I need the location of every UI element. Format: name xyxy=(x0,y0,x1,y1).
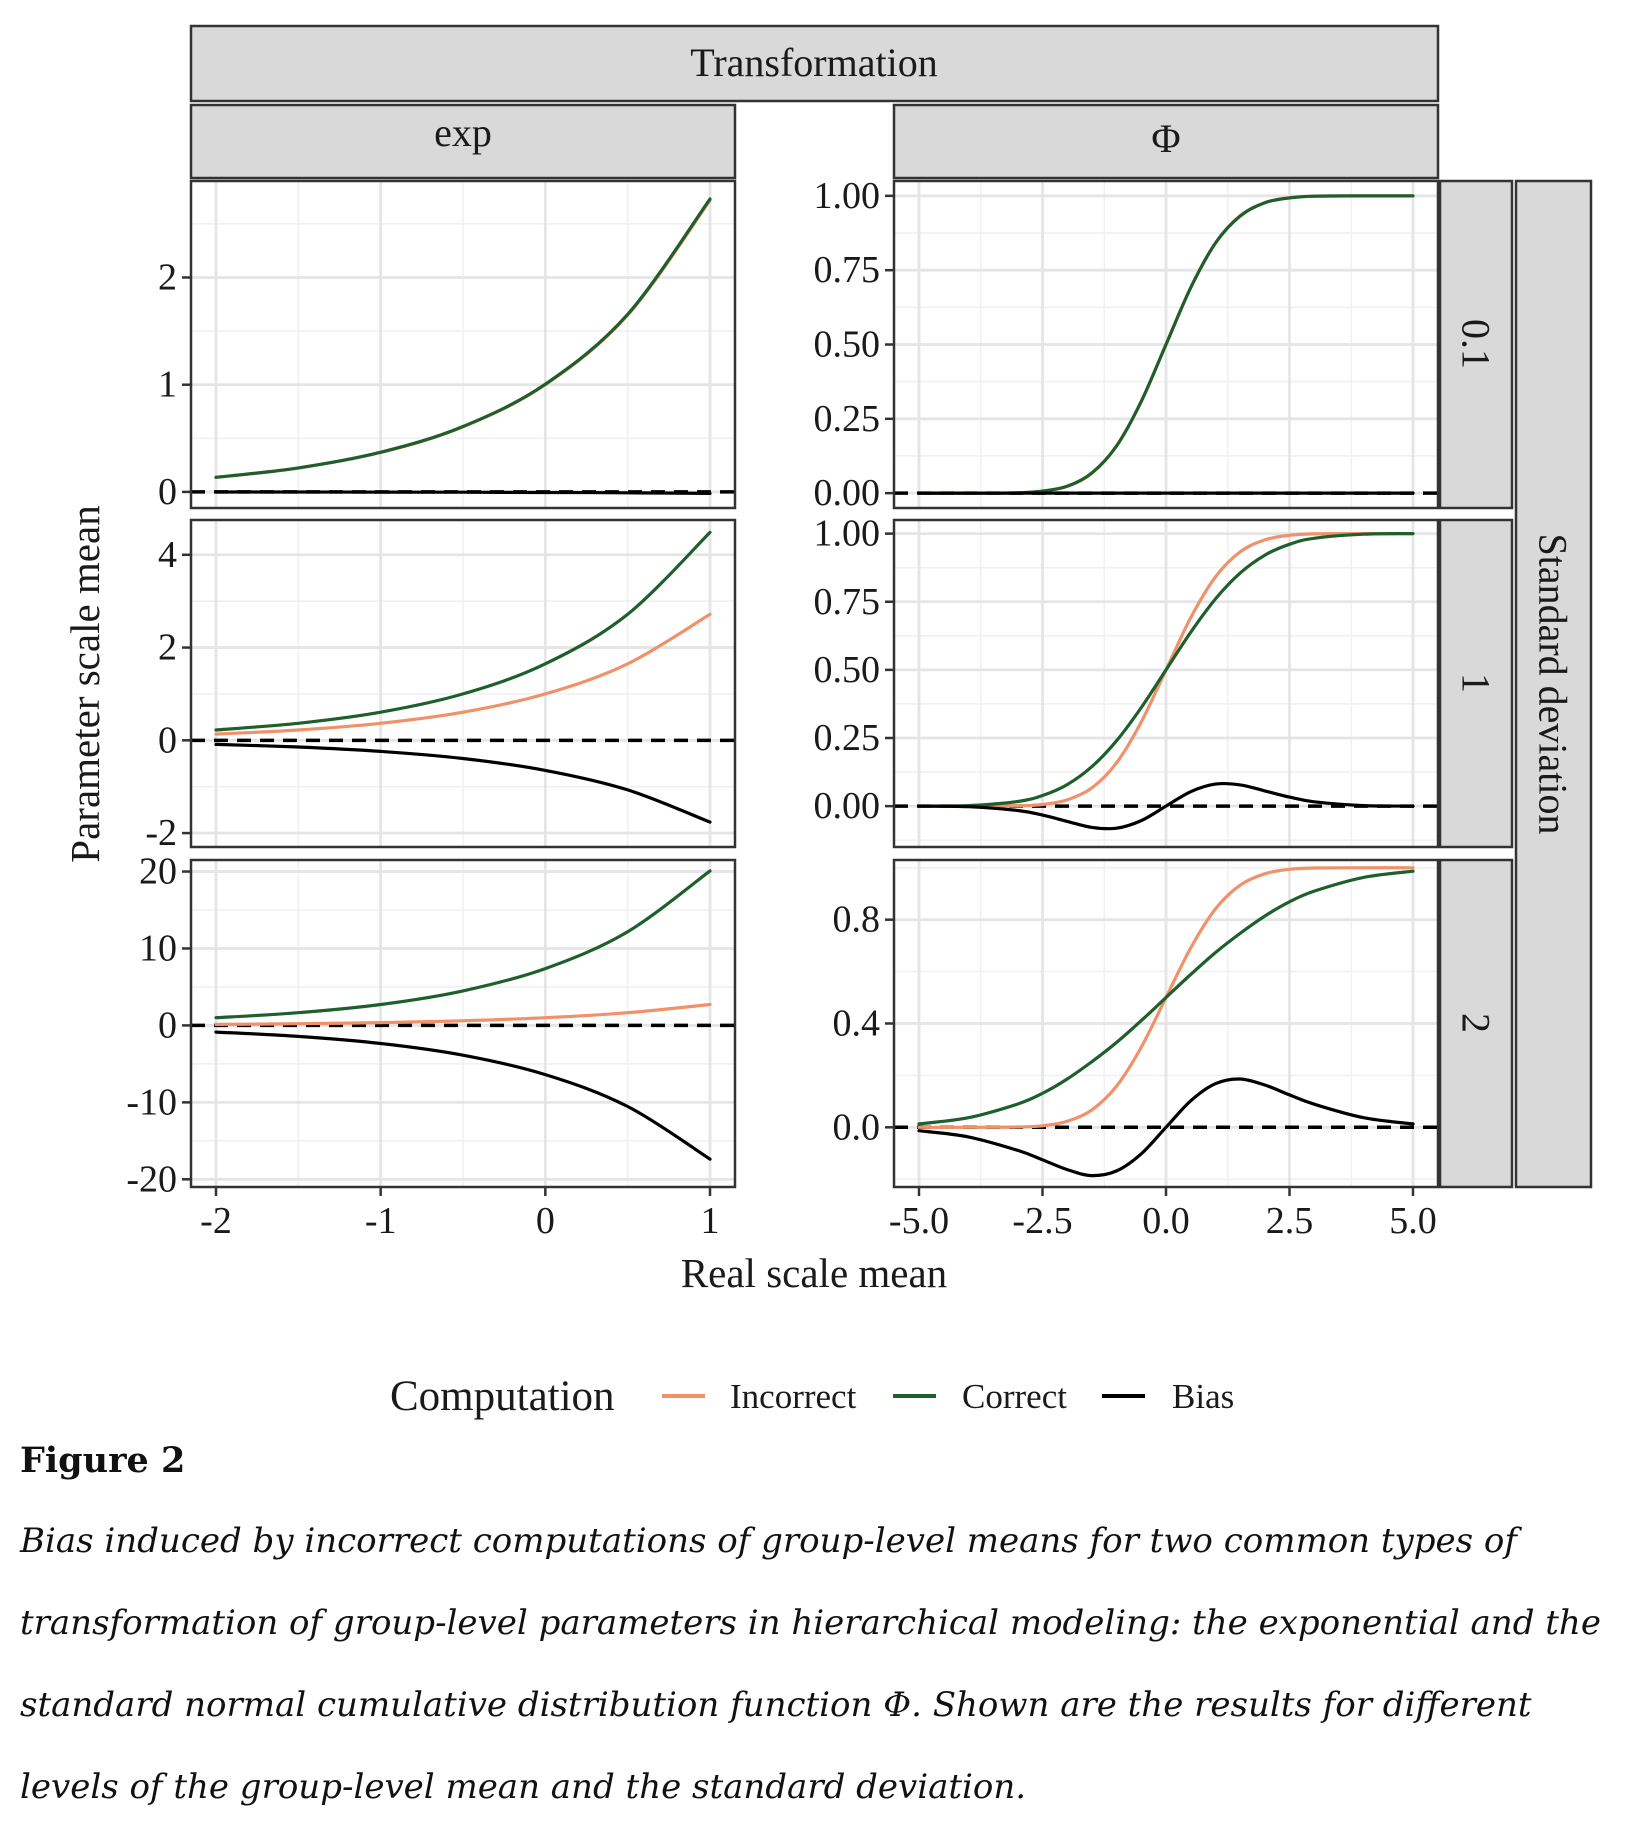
series-bias-line xyxy=(917,781,1415,831)
panel-phi-sd-2: 0.0 0.4 0.8 -5.0 -2.5 0.0 2.5 5.0 xyxy=(833,858,1440,1242)
y-tick-label: 0 xyxy=(158,719,177,761)
column-strip-exp-label: exp xyxy=(434,110,492,155)
panel-exp-sd-0.1: 0 1 2 xyxy=(158,179,737,513)
series-incorrect-line xyxy=(214,1002,712,1026)
series-correct-line xyxy=(917,532,1415,808)
series-bias-line xyxy=(214,490,712,495)
panel-phi-sd-0.1: 0.00 0.25 0.50 0.75 1.00 xyxy=(814,175,1440,514)
y-tick-label: 10 xyxy=(139,927,177,969)
x-tick-label: 2.5 xyxy=(1266,1200,1314,1242)
y-tick-label: 2 xyxy=(158,627,177,669)
y-tick-label: 20 xyxy=(139,851,177,893)
y-tick-label: 0.50 xyxy=(814,649,881,691)
row-strip-sd-2-label: 2 xyxy=(1454,1013,1499,1033)
legend: Computation Incorrect Correct Bias xyxy=(390,1373,1234,1420)
x-tick-label: -1 xyxy=(365,1200,397,1242)
x-tick-label: 1 xyxy=(701,1200,720,1242)
row-strip-sd-0.1-label: 0.1 xyxy=(1454,319,1499,369)
y-tick-label: -10 xyxy=(126,1081,177,1123)
series-correct-line xyxy=(214,869,712,1020)
y-tick-label: 0.75 xyxy=(814,249,881,291)
y-tick-label: 0.0 xyxy=(833,1106,881,1148)
panel-border xyxy=(892,518,1440,849)
figure-caption: Figure 2 Bias induced by incorrect compu… xyxy=(20,1440,1610,1828)
figure-caption-text: Bias induced by incorrect computations o… xyxy=(20,1521,1601,1807)
series-bias-line xyxy=(214,1030,712,1161)
row-strip-sd-0.1 xyxy=(1438,179,1514,510)
y-tick-label: 0.4 xyxy=(833,1003,881,1045)
faceted-line-chart: Transformation exp Φ 0.1 1 2 Standard de… xyxy=(62,24,1593,1420)
y-tick-label: 0.25 xyxy=(814,717,881,759)
y-tick-label: 0.50 xyxy=(814,324,881,366)
row-group-title: Standard deviation xyxy=(1531,533,1576,834)
y-tick-label: 0 xyxy=(158,1004,177,1046)
y-tick-label: 0.25 xyxy=(814,398,881,440)
x-axis-title: Real scale mean xyxy=(681,1250,947,1296)
column-group-title: Transformation xyxy=(690,40,937,85)
legend-title: Computation xyxy=(390,1373,615,1420)
row-strip-sd-1-label: 1 xyxy=(1454,673,1499,693)
column-strip-phi xyxy=(892,103,1440,180)
y-tick-label: 0.00 xyxy=(814,472,881,514)
panel-border xyxy=(189,179,737,510)
y-axis-title: Parameter scale mean xyxy=(62,505,108,862)
x-tick-label: -2 xyxy=(200,1200,232,1242)
series-bias-line xyxy=(214,742,712,824)
panel-exp-sd-1: -2 0 2 4 xyxy=(145,518,737,854)
y-tick-label: -2 xyxy=(145,812,177,854)
legend-label-correct: Correct xyxy=(962,1377,1067,1416)
x-tick-label: 5.0 xyxy=(1389,1200,1437,1242)
legend-label-bias: Bias xyxy=(1172,1377,1234,1416)
figure-label: Figure 2 xyxy=(20,1440,186,1481)
panel-phi-sd-1: 0.00 0.25 0.50 0.75 1.00 xyxy=(814,513,1440,849)
panels-group: 0120.000.250.500.751.00-20240.000.250.50… xyxy=(126,175,1440,1242)
y-tick-label: 0.8 xyxy=(833,899,881,941)
column-strip-phi-label: Φ xyxy=(1151,116,1180,161)
column-group-strip xyxy=(189,24,1440,103)
panel-border xyxy=(189,518,737,849)
y-tick-label: 0.75 xyxy=(814,581,881,623)
column-strip-exp xyxy=(189,103,737,180)
x-tick-label: -2.5 xyxy=(1012,1200,1072,1242)
x-tick-label: 0 xyxy=(536,1200,555,1242)
series-bias-line xyxy=(917,1077,1415,1178)
series-correct-line xyxy=(917,869,1415,1126)
legend-label-incorrect: Incorrect xyxy=(730,1377,857,1416)
series-correct-line xyxy=(214,197,712,479)
y-tick-label: 1.00 xyxy=(814,513,881,555)
row-strip-sd-1 xyxy=(1438,518,1514,849)
x-tick-label: 0.0 xyxy=(1142,1200,1190,1242)
row-strip-sd-2 xyxy=(1438,858,1514,1189)
y-tick-label: -20 xyxy=(126,1158,177,1200)
y-tick-label: 0.00 xyxy=(814,785,881,827)
y-tick-label: 1 xyxy=(158,364,177,406)
y-tick-label: 0 xyxy=(158,471,177,513)
x-tick-label: -5.0 xyxy=(889,1200,949,1242)
y-tick-label: 1.00 xyxy=(814,175,881,217)
series-correct-line xyxy=(214,530,712,732)
panel-border xyxy=(189,858,737,1189)
series-incorrect-line xyxy=(214,612,712,736)
y-tick-label: 2 xyxy=(158,256,177,298)
y-tick-label: 4 xyxy=(158,534,177,576)
row-group-strip xyxy=(1514,179,1593,1189)
